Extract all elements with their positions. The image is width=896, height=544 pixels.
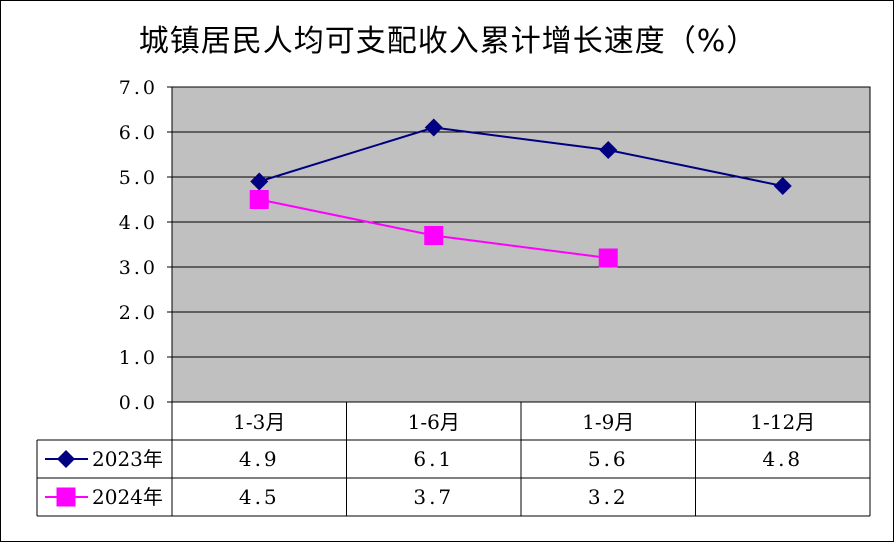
y-tick-label: 2.0	[119, 302, 158, 324]
data-label: 6.1	[413, 447, 454, 471]
data-point	[598, 248, 618, 268]
plot-area	[171, 86, 871, 403]
data-label: 4.5	[239, 485, 280, 509]
data-label: 3.2	[588, 485, 629, 509]
y-tick-label: 0.0	[119, 392, 158, 414]
x-category-label: 1-12月	[750, 410, 815, 434]
data-label: 4.8	[762, 447, 803, 471]
legend-label: 2023年	[92, 447, 163, 471]
y-tick-label: 4.0	[119, 212, 158, 234]
y-tick-label: 6.0	[119, 122, 158, 144]
y-tick-label: 5.0	[119, 167, 158, 189]
data-point	[424, 226, 444, 245]
data-point	[250, 172, 269, 191]
data-label: 5.6	[588, 447, 629, 471]
y-tick-label: 7.0	[119, 77, 158, 99]
legend-marker	[57, 450, 75, 468]
data-label: 3.7	[413, 485, 454, 509]
y-tick-label: 3.0	[119, 257, 158, 279]
data-label: 4.9	[239, 447, 280, 471]
x-category-label: 1-6月	[408, 410, 460, 434]
data-point	[599, 141, 618, 159]
legend-label: 2024年	[92, 485, 163, 509]
legend-marker	[56, 487, 76, 507]
data-point	[424, 118, 443, 137]
data-point	[249, 190, 269, 209]
x-category-label: 1-3月	[233, 410, 285, 434]
series-line-2023年	[258, 126, 783, 187]
chart-title: 城镇居民人均可支配收入累计增长速度（%）	[138, 24, 758, 59]
y-tick-label: 1.0	[119, 347, 158, 369]
x-category-label: 1-9月	[582, 410, 634, 434]
data-point	[773, 177, 792, 195]
